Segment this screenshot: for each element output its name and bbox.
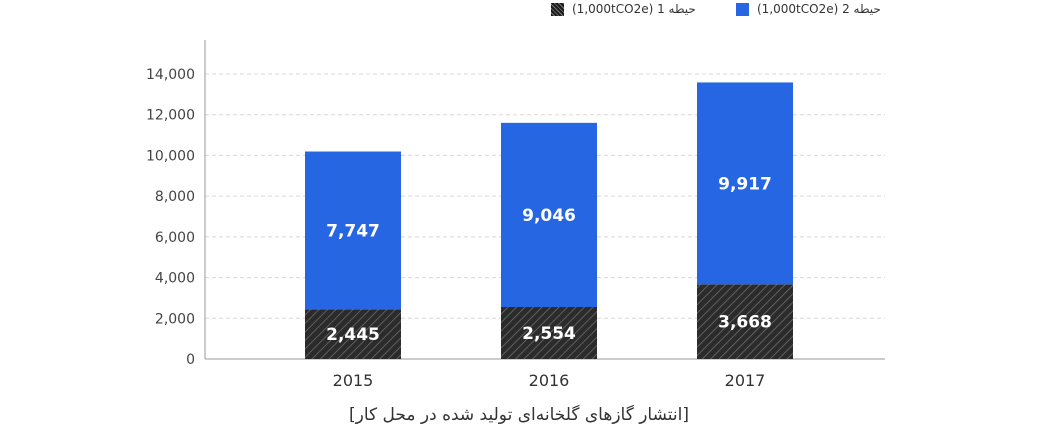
legend-item-scope1: (1,000tCO2e) حیطه 1 <box>551 0 696 18</box>
y-tick-label: 10,000 <box>146 148 195 164</box>
chart-caption: [انتشار گازهای گلخانه‌ای تولید شده در مح… <box>349 405 689 425</box>
bar-scope1-2015 <box>305 309 401 359</box>
x-tick-label-2016: 2016 <box>529 371 570 390</box>
y-tick-label: 12,000 <box>146 108 195 124</box>
x-tick-label-2017: 2017 <box>725 371 766 390</box>
x-tick-label-2015: 2015 <box>333 371 374 390</box>
data-label-scope2-2017: 9,917 <box>718 174 772 194</box>
y-tick-label: 4,000 <box>155 271 195 287</box>
bar-scope2-2016 <box>501 122 597 308</box>
bar-scope1-2016 <box>501 307 597 359</box>
bar-scope2-2017 <box>697 82 793 285</box>
legend-item-scope2: (1,000tCO2e) حیطه 2 <box>736 0 881 18</box>
bars <box>305 82 793 359</box>
bar-scope1-2017 <box>697 284 793 359</box>
legend-swatch-scope1 <box>551 2 564 16</box>
data-label-scope2-2016: 9,046 <box>522 206 576 226</box>
y-tick-label: 8,000 <box>155 189 195 205</box>
y-tick-label: 2,000 <box>155 311 195 327</box>
data-label-scope1-2017: 3,668 <box>718 313 772 333</box>
stacked-bar-chart: 0 2,000 4,000 6,000 8,000 10,000 12,000 14,000 2… <box>146 40 885 390</box>
labels: 0 2,000 4,000 6,000 8,000 10,000 12,000 14,000 2… <box>146 67 772 390</box>
data-label-scope2-2015: 7,747 <box>326 221 380 241</box>
legend-swatch-scope2 <box>736 2 749 16</box>
bar-scope2-2015 <box>305 151 401 310</box>
data-label-scope1-2016: 2,554 <box>522 324 576 344</box>
y-tick-label: 6,000 <box>155 230 195 246</box>
y-tick-label: 0 <box>186 352 195 368</box>
y-tick-label: 14,000 <box>146 67 195 83</box>
data-label-scope1-2015: 2,445 <box>326 325 380 345</box>
legend-label-scope2: (1,000tCO2e) حیطه 2 <box>757 2 881 16</box>
legend-label-scope1: (1,000tCO2e) حیطه 1 <box>572 2 696 16</box>
